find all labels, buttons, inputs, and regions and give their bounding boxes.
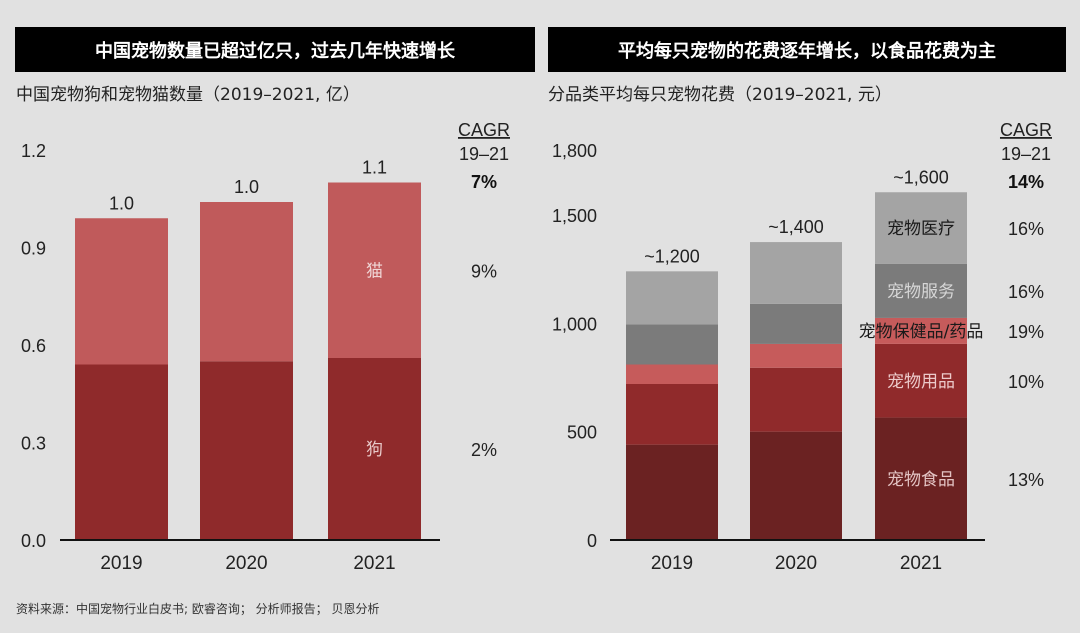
bar-segment <box>328 182 421 358</box>
segment-label: 宠物服务 <box>887 282 955 302</box>
x-tick-label: 2019 <box>100 553 142 574</box>
bar-segment <box>75 218 168 365</box>
right-chart-header: 平均每只宠物的花费逐年增长，以食品花费为主 <box>548 27 1066 72</box>
segment-label: 宠物食品 <box>887 470 955 490</box>
cagr-period: 19–21 <box>459 144 509 164</box>
y-tick-label: 1,500 <box>552 206 597 226</box>
cagr-value: 16% <box>1008 219 1044 239</box>
bar-segment <box>626 324 718 365</box>
cagr-total: 14% <box>1008 172 1044 192</box>
x-tick-label: 2021 <box>900 553 942 574</box>
segment-label: 宠物用品 <box>887 372 955 392</box>
bar-segment <box>875 417 967 540</box>
right-chart-title: 分品类平均每只宠物花费（2019–2021, 元） <box>548 85 892 105</box>
y-tick-label: 1.2 <box>21 141 46 161</box>
x-tick-label: 2020 <box>775 553 817 574</box>
bar-segment <box>875 263 967 318</box>
bar-segment <box>626 364 718 384</box>
cagr-value: 10% <box>1008 372 1044 392</box>
bar-segment <box>626 271 718 325</box>
y-tick-label: 0.0 <box>21 531 46 551</box>
total-label: ~1,600 <box>893 167 949 187</box>
segment-label: 狗 <box>366 440 383 460</box>
bar-segment <box>200 202 293 362</box>
segment-label: 宠物保健品/药品 <box>859 322 984 342</box>
cagr-total: 7% <box>471 172 497 192</box>
y-tick-label: 1,800 <box>552 141 597 161</box>
bar-segment <box>875 343 967 418</box>
bar-segment <box>750 431 842 540</box>
cagr-header: CAGR <box>1000 120 1052 140</box>
bar-segment <box>750 343 842 368</box>
bar-segment <box>626 384 718 445</box>
bar-segment <box>200 361 293 540</box>
cagr-value: 16% <box>1008 282 1044 302</box>
left-chart-header: 中国宠物数量已超过亿只，过去几年快速增长 <box>15 27 535 72</box>
y-tick-label: 0.6 <box>21 336 46 356</box>
y-tick-label: 500 <box>567 423 597 443</box>
total-label: ~1,200 <box>644 246 700 266</box>
cagr-value: 2% <box>471 440 497 460</box>
total-label: 1.0 <box>109 193 134 213</box>
total-label: ~1,400 <box>768 217 824 237</box>
total-label: 1.0 <box>234 177 259 197</box>
cagr-value: 9% <box>471 261 497 281</box>
source-footnote: 资料来源：中国宠物行业白皮书; 欧睿咨询； 分析师报告； 贝恩分析 <box>16 602 380 616</box>
bar-segment <box>750 367 842 432</box>
bar-segment <box>328 358 421 540</box>
cagr-header: CAGR <box>458 120 510 140</box>
y-tick-label: 1,000 <box>552 314 597 334</box>
y-tick-label: 0 <box>587 531 597 551</box>
bar-segment <box>626 444 718 540</box>
cagr-period: 19–21 <box>1001 144 1051 164</box>
x-tick-label: 2021 <box>353 553 395 574</box>
bar-segment <box>875 317 967 344</box>
x-tick-label: 2020 <box>225 553 267 574</box>
y-tick-label: 0.9 <box>21 239 46 259</box>
bar-segment <box>875 192 967 264</box>
y-tick-label: 0.3 <box>21 434 46 454</box>
left-chart-title: 中国宠物狗和宠物猫数量（2019–2021, 亿） <box>16 85 360 105</box>
bar-segment <box>750 303 842 344</box>
bar-segment <box>750 242 842 304</box>
segment-label: 宠物医疗 <box>887 219 955 239</box>
total-label: 1.1 <box>362 158 387 178</box>
x-tick-label: 2019 <box>651 553 693 574</box>
bar-segment <box>75 364 168 540</box>
cagr-value: 19% <box>1008 322 1044 342</box>
segment-label: 猫 <box>366 261 383 281</box>
cagr-value: 13% <box>1008 470 1044 490</box>
